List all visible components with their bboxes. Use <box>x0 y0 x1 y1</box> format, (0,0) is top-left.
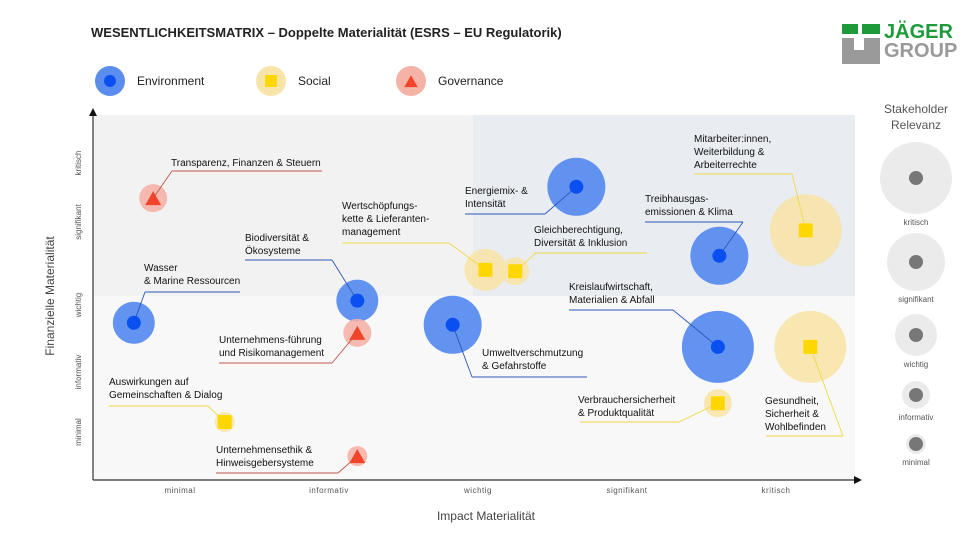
circle-icon <box>445 317 460 332</box>
logo-text-group: GROUP <box>884 40 958 62</box>
relevance-dot <box>909 437 923 451</box>
point-label: & Marine Ressourcen <box>144 276 240 287</box>
x-tick-label: signifikant <box>606 486 647 495</box>
point-label: Sicherheit & <box>765 409 819 420</box>
y-axis-arrow-icon <box>89 108 97 116</box>
jaeger-group-logo: JÄGER GROUP <box>842 21 962 64</box>
legend-label-social: Social <box>298 74 331 88</box>
point-label: Gemeinschaften & Dialog <box>109 390 222 401</box>
circle-icon <box>710 339 725 354</box>
point-label: management <box>342 227 401 238</box>
point-label: Energiemix- & <box>465 186 528 197</box>
legend-label-environment: Environment <box>137 74 205 88</box>
point-label: kette & Lieferanten- <box>342 214 429 225</box>
y-tick-label: informativ <box>74 355 83 390</box>
square-icon <box>508 264 523 279</box>
relevance-label: signifikant <box>898 295 934 304</box>
point-label: Wertschöpfungs- <box>342 201 417 212</box>
relevance-dot <box>909 255 923 269</box>
point-label: Hinweisgebersysteme <box>216 458 314 469</box>
triangle-icon <box>145 191 162 206</box>
square-icon <box>803 339 818 354</box>
point-label: Materialien & Abfall <box>569 295 655 306</box>
size-legend-title: Relevanz <box>891 118 941 132</box>
relevance-dot <box>909 388 923 402</box>
relevance-dot <box>909 171 923 185</box>
relevance-label: informativ <box>899 413 934 422</box>
size-legend-title: Stakeholder <box>884 102 948 116</box>
point-label: Kreislaufwirtschaft, <box>569 282 653 293</box>
relevance-label: wichtig <box>903 360 928 369</box>
circle-icon <box>569 179 584 194</box>
x-axis-arrow-icon <box>854 476 862 484</box>
triangle-icon <box>349 325 366 340</box>
leader-line <box>331 259 358 301</box>
leader-line <box>672 309 719 348</box>
point-label: Transparenz, Finanzen & Steuern <box>171 158 321 169</box>
square-icon <box>798 223 813 238</box>
x-tick-label: minimal <box>164 486 195 495</box>
point-label: Wasser <box>144 263 178 274</box>
point-label: Intensität <box>465 199 506 210</box>
square-icon <box>217 414 232 429</box>
leader-line <box>152 170 173 199</box>
y-tick-label: kritisch <box>74 151 83 176</box>
relevance-dot <box>909 328 923 342</box>
y-tick-label: wichtig <box>74 293 83 318</box>
point-label: Verbrauchersicherheit <box>578 395 675 406</box>
y-tick-label: minimal <box>74 418 83 446</box>
leader-line <box>452 324 473 378</box>
relevance-label: kritisch <box>904 218 929 227</box>
point-label: Ökosysteme <box>245 245 301 257</box>
point-label: emissionen & Klima <box>645 207 733 218</box>
point-label: Wohlbefinden <box>765 422 826 433</box>
relevance-label: minimal <box>902 458 930 467</box>
legend-label-governance: Governance <box>438 74 504 88</box>
triangle-icon <box>349 449 366 464</box>
square-icon <box>265 75 277 87</box>
point-label: Biodiversität & <box>245 233 309 244</box>
leader-line <box>791 173 807 231</box>
point-label: Unternehmensethik & <box>216 445 312 456</box>
logo-mark-icon <box>842 24 880 64</box>
y-tick-label: signifikant <box>74 203 83 239</box>
point-label: Umweltverschmutzung <box>482 348 583 359</box>
point-label: Diversität & Inklusion <box>534 238 627 249</box>
x-tick-label: informativ <box>309 486 349 495</box>
triangle-icon <box>404 75 418 88</box>
point-label: Arbeiterrechte <box>694 160 757 171</box>
point-label: Mitarbeiter:innen, <box>694 134 771 145</box>
square-icon <box>710 396 725 411</box>
x-tick-label: wichtig <box>463 486 492 495</box>
x-axis-title: Impact Materialität <box>437 509 536 523</box>
logo-text-jaeger: JÄGER <box>884 21 953 43</box>
point-label: & Gefahrstoffe <box>482 361 547 372</box>
chart-title: WESENTLICHKEITSMATRIX – Doppelte Materia… <box>91 25 562 40</box>
circle-icon <box>126 315 141 330</box>
point-label: Gleichberechtigung, <box>534 225 623 236</box>
point-label: Weiterbildung & <box>694 147 765 158</box>
square-icon <box>478 262 493 277</box>
point-label: Auswirkungen auf <box>109 377 189 388</box>
point-label: und Risikomanagement <box>219 348 324 359</box>
point-label: Gesundheit, <box>765 396 819 407</box>
leader-line <box>809 346 844 437</box>
y-axis-title: Finanzielle Materialität <box>43 236 57 356</box>
circle-icon <box>712 248 727 263</box>
point-label: Treibhausgas- <box>645 194 709 205</box>
point-label: Unternehmens-führung <box>219 335 322 346</box>
point-label: & Produktqualität <box>578 408 654 419</box>
circle-icon <box>104 75 116 87</box>
circle-icon <box>350 293 365 308</box>
x-tick-label: kritisch <box>762 486 791 495</box>
